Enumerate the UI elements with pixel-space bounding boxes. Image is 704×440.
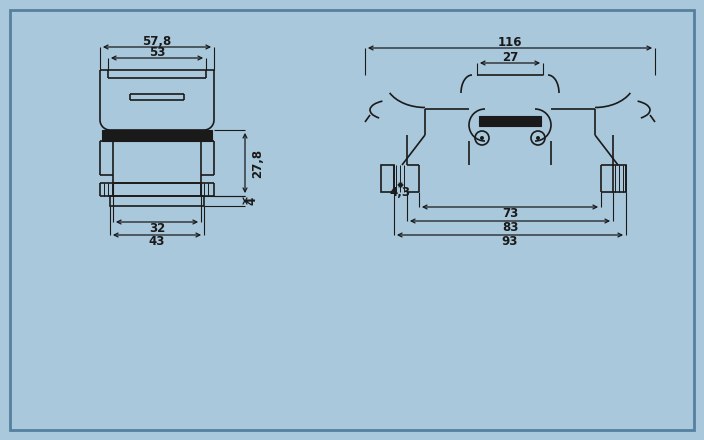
Bar xyxy=(381,165,394,192)
Text: 4: 4 xyxy=(246,197,258,205)
Text: 53: 53 xyxy=(149,45,165,59)
Text: 4,3: 4,3 xyxy=(389,186,410,198)
Text: 43: 43 xyxy=(149,235,165,248)
Bar xyxy=(479,116,541,126)
Text: 27: 27 xyxy=(502,51,518,63)
Text: 93: 93 xyxy=(502,235,518,248)
Bar xyxy=(110,196,204,206)
Circle shape xyxy=(536,136,540,140)
Text: 73: 73 xyxy=(502,206,518,220)
Bar xyxy=(102,130,212,141)
Text: 116: 116 xyxy=(498,36,522,48)
Text: 32: 32 xyxy=(149,221,165,235)
Text: 83: 83 xyxy=(502,220,518,234)
Text: 57,8: 57,8 xyxy=(142,34,172,48)
Text: 27,8: 27,8 xyxy=(251,148,265,178)
Circle shape xyxy=(480,136,484,140)
Bar xyxy=(613,165,626,192)
